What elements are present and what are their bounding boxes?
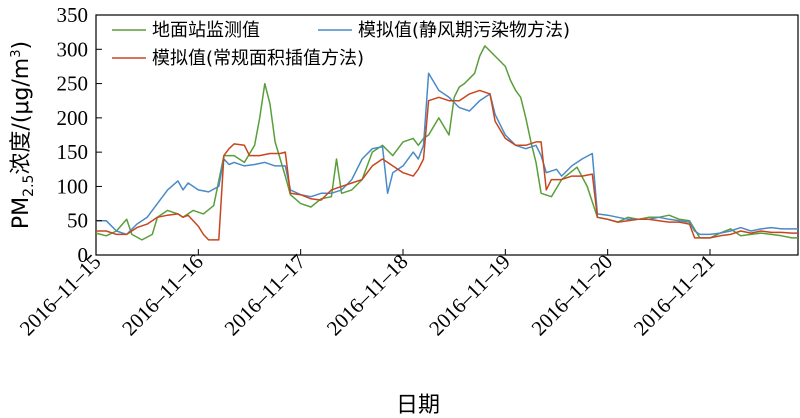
series-layer: [95, 45, 798, 241]
series-line-ground-station: [95, 45, 798, 241]
y-tick-label: 150: [57, 140, 89, 164]
y-tick-label: 250: [57, 72, 89, 96]
y-axis-title: PM2.5浓度/(μg/m3): [9, 41, 37, 229]
x-tick-label: 2016–11–18: [322, 250, 413, 341]
series-line-area-interp: [96, 89, 798, 241]
x-tick-label: 2016–11–17: [220, 250, 311, 341]
x-axis: 2016–11–15 2016–11–16 2016–11–17 2016–11–18…: [15, 249, 720, 340]
y-tick-label: 300: [57, 37, 89, 61]
x-tick-label: 2016–11–21: [629, 250, 720, 341]
y-tick-label: 350: [57, 3, 89, 27]
x-tick-label: 2016–11–15: [15, 250, 106, 341]
y-tick-label: 50: [67, 209, 88, 233]
series-line-static-wind: [96, 72, 798, 236]
x-tick-label: 2016–11–20: [527, 250, 618, 341]
y-tick-label: 100: [57, 174, 89, 198]
x-axis-title: 日期: [396, 393, 440, 418]
legend-label-static-wind: 模拟值(静风期污染物方法): [358, 20, 570, 41]
y-axis: 0 50 100 150 200 250 300 350: [57, 3, 102, 267]
x-tick-label: 2016–11–19: [424, 250, 515, 341]
legend-label-ground-station: 地面站监测值: [152, 20, 260, 41]
y-tick-label: 200: [57, 106, 89, 130]
legend-label-area-interp: 模拟值(常规面积插值方法): [152, 48, 364, 69]
legend: 地面站监测值 模拟值(静风期污染物方法) 模拟值(常规面积插值方法): [112, 20, 570, 69]
x-tick-label: 2016–11–16: [117, 250, 208, 341]
y-tick-label: 0: [78, 243, 89, 267]
plot-area: [95, 14, 799, 256]
